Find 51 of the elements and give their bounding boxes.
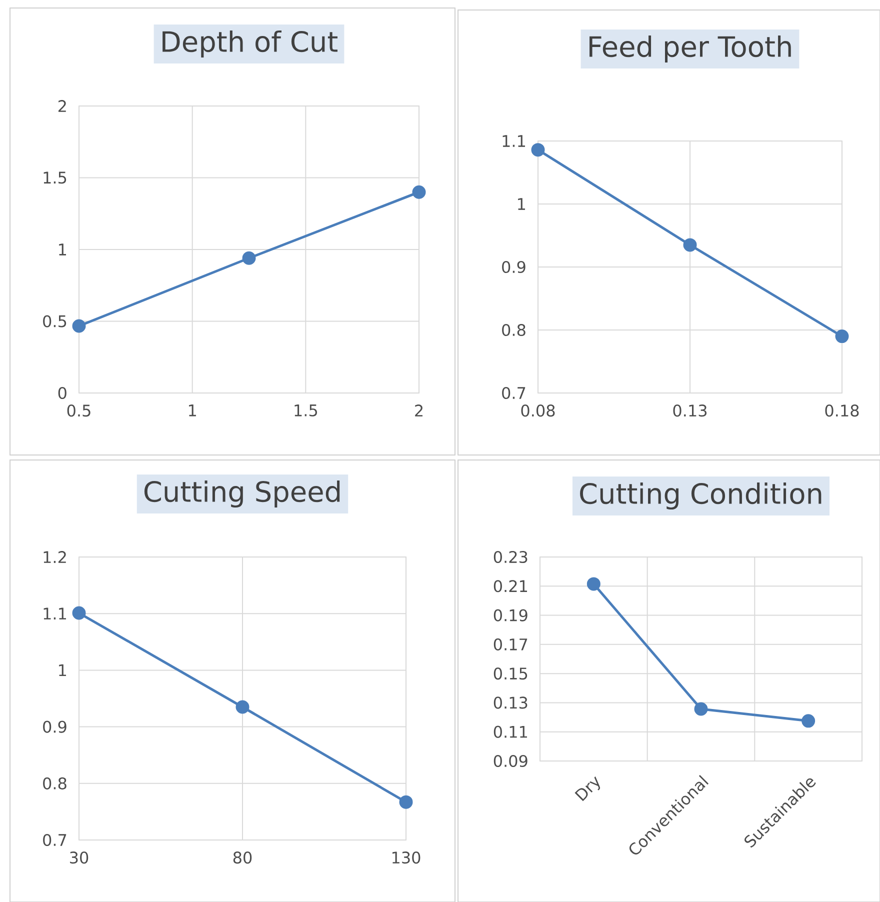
point [683,238,697,252]
x-tick-label: 0.18 [825,404,859,417]
x-tick-label: 1.5 [294,404,317,416]
point [835,330,849,344]
y-tick-label: 1 [518,198,525,210]
y-tick-label: 0.7 [502,386,526,400]
x-tick-label: 0.08 [521,404,555,417]
y-tick-label: 0.9 [502,260,526,274]
x-tick-label: 30 [70,852,88,864]
x-tick-label: Dry [574,776,600,802]
point [412,185,426,199]
point [72,319,86,333]
y-tick-label: 1.1 [502,135,525,147]
point [802,714,816,728]
y-tick-label: 2 [58,100,66,112]
y-tick-label: 1 [59,244,66,256]
y-tick-label: 0 [58,386,66,400]
point [236,700,250,714]
y-tick-label: 0.13 [494,696,528,709]
y-tick-label: 0.09 [494,754,528,768]
y-tick-label: 0.8 [43,777,66,790]
y-tick-label: 0.8 [502,324,526,336]
x-tick-label: 80 [233,852,252,864]
x-tick-label: 0.5 [67,404,90,417]
y-tick-label: 0.17 [494,638,528,650]
point [72,606,86,620]
chart-title: Depth of Cut [162,30,338,58]
x-tick-label: 130 [392,852,420,864]
point [694,702,708,716]
y-tick-label: 0.7 [43,834,66,846]
chart-title: Feed per Tooth [590,35,791,63]
point [399,795,413,809]
y-tick-label: 0.9 [43,720,66,733]
point [242,251,256,265]
chart-title: Cutting Condition [580,482,822,510]
y-tick-label: 0.21 [494,580,527,592]
y-tick-label: 1.5 [44,172,66,184]
y-tick-label: 0.5 [43,315,66,328]
x-tick-label: 1 [189,404,196,416]
y-tick-label: 1.1 [44,608,66,620]
y-tick-label: 0.23 [494,550,528,564]
chart-title: Cutting Speed [144,480,340,508]
y-tick-label: 1.2 [44,551,66,563]
point [531,143,545,157]
x-tick-label: 0.13 [673,404,707,417]
y-tick-label: 1 [59,664,66,676]
y-tick-label: 0.15 [494,668,528,680]
x-tick-label: 2 [415,404,422,416]
y-tick-label: 0.11 [494,726,527,738]
point [586,577,600,591]
y-tick-label: 0.19 [494,609,528,622]
